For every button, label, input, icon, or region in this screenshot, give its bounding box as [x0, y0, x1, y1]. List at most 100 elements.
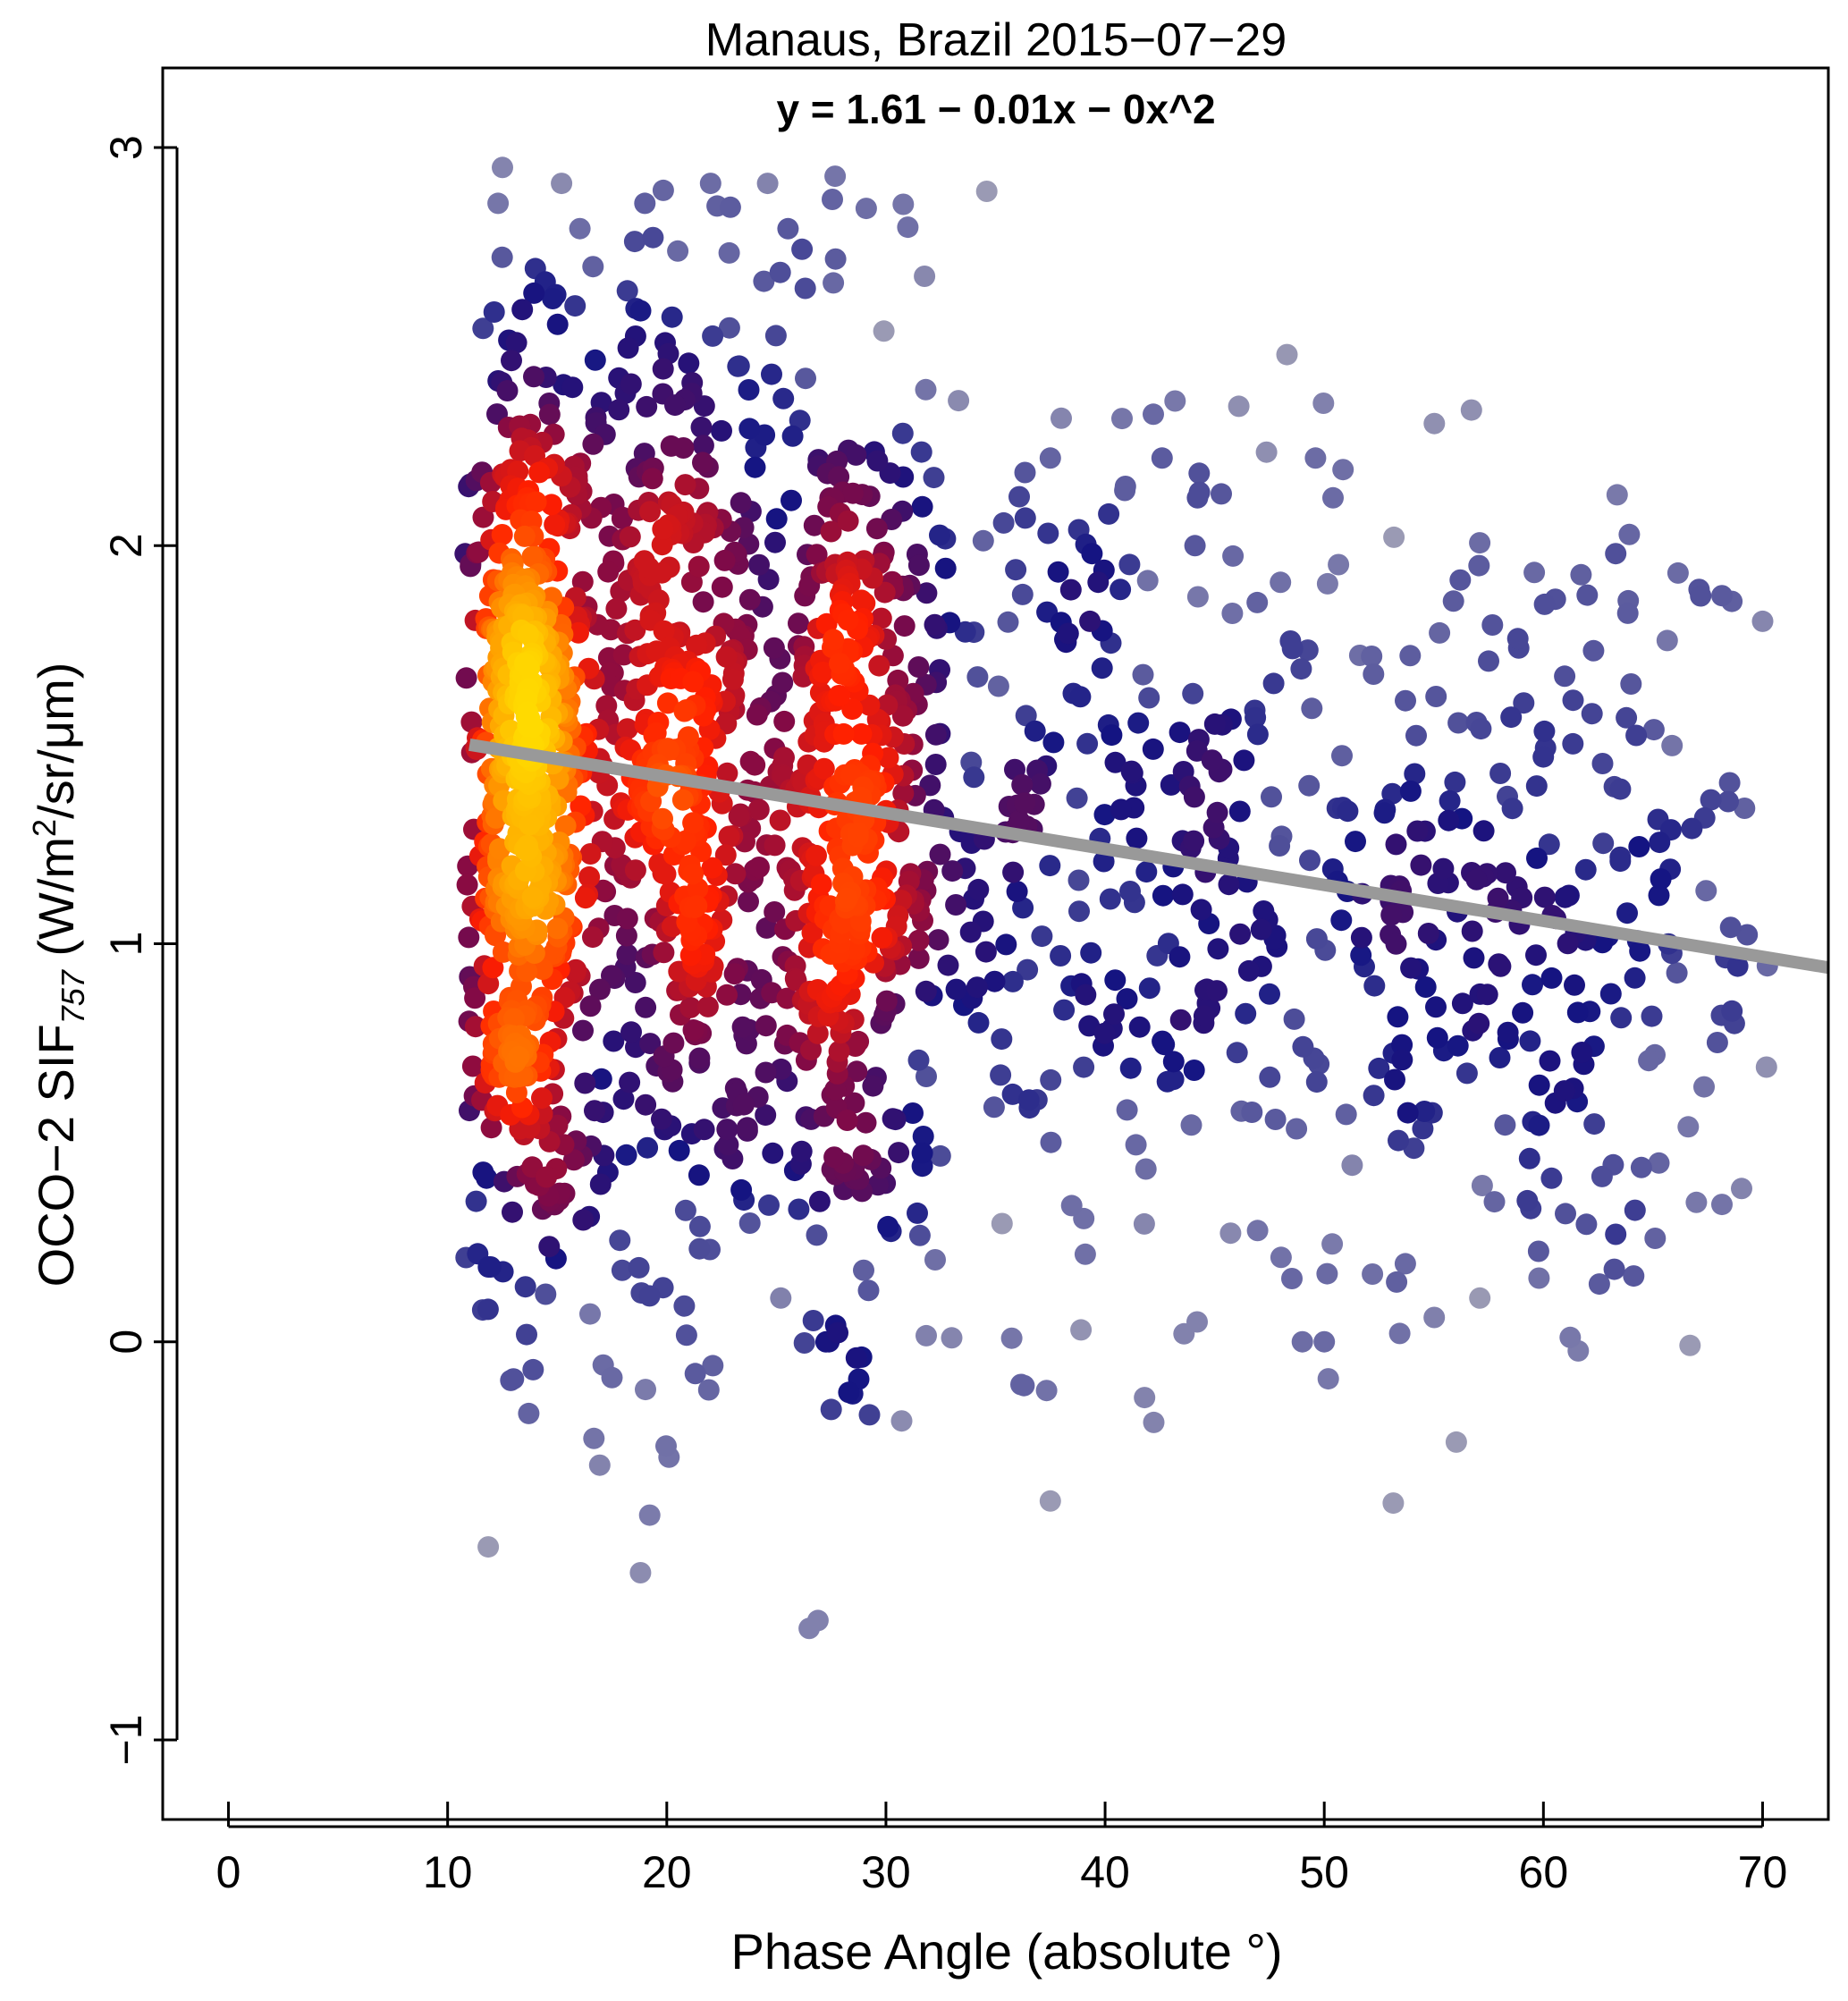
y-tick-label: 0	[101, 1330, 151, 1355]
data-point	[528, 461, 551, 484]
data-point	[619, 1071, 641, 1093]
data-point	[1605, 543, 1627, 565]
data-point	[582, 433, 604, 455]
data-point	[522, 1358, 544, 1380]
data-point	[1206, 801, 1228, 823]
data-point	[866, 450, 889, 472]
data-point	[1259, 983, 1280, 1005]
data-point	[1255, 441, 1278, 463]
data-point	[1581, 703, 1603, 725]
data-point	[1261, 786, 1282, 808]
data-point	[1755, 1056, 1777, 1078]
data-point	[803, 514, 825, 536]
data-point	[1362, 1263, 1384, 1285]
data-point	[858, 1404, 881, 1426]
data-point	[1211, 483, 1232, 505]
data-point	[891, 705, 914, 727]
data-point	[910, 441, 932, 463]
data-point	[762, 1142, 784, 1164]
data-point	[907, 1202, 928, 1224]
data-point	[1736, 924, 1759, 946]
data-point	[1591, 753, 1614, 774]
data-point	[682, 812, 705, 834]
data-point	[873, 320, 895, 342]
data-point	[491, 246, 513, 268]
data-point	[875, 990, 898, 1012]
data-point	[967, 1011, 990, 1034]
data-point	[1423, 412, 1446, 435]
data-point	[1070, 1319, 1093, 1341]
data-point	[823, 1146, 846, 1169]
data-point	[579, 995, 602, 1017]
data-point	[959, 921, 982, 943]
y-axis-label-subscript: 757	[55, 968, 91, 1024]
x-axis: 0 10 20 30 40 50 60 70	[216, 1802, 1787, 1897]
data-point	[635, 1379, 656, 1401]
data-point	[1469, 532, 1491, 554]
data-point	[1623, 1265, 1645, 1288]
data-point	[531, 1087, 553, 1110]
data-point	[1024, 720, 1046, 742]
data-point	[1363, 663, 1385, 685]
data-point	[755, 1015, 777, 1037]
data-point	[1693, 1076, 1715, 1098]
data-point	[1616, 902, 1638, 925]
y-tick-label: 2	[101, 533, 151, 558]
data-point	[1316, 572, 1338, 595]
data-point	[1388, 1129, 1409, 1152]
data-point	[997, 611, 1019, 633]
data-point	[696, 995, 719, 1017]
data-point	[472, 317, 494, 340]
data-point	[837, 609, 859, 631]
data-point	[514, 652, 536, 674]
data-point	[652, 179, 674, 201]
data-point	[907, 947, 930, 969]
data-point	[1456, 1062, 1478, 1085]
data-point	[915, 980, 937, 1002]
data-point	[1201, 749, 1223, 772]
data-point	[1281, 637, 1304, 660]
data-point	[1566, 1001, 1589, 1024]
data-point	[525, 491, 547, 513]
data-point	[1169, 1009, 1192, 1031]
data-point	[612, 644, 635, 666]
data-point	[897, 216, 919, 239]
data-point	[793, 1332, 815, 1354]
data-point	[1142, 738, 1164, 760]
data-point	[1006, 881, 1028, 903]
data-point	[1053, 999, 1076, 1021]
data-point	[461, 1055, 484, 1077]
data-point	[788, 1198, 810, 1220]
data-point	[850, 722, 873, 745]
data-point	[1656, 629, 1678, 652]
data-point	[1648, 884, 1670, 907]
data-point	[589, 1173, 612, 1195]
data-point	[1182, 682, 1204, 705]
data-point	[1624, 967, 1646, 989]
data-point	[1391, 1049, 1413, 1071]
data-point	[531, 958, 553, 981]
data-point	[1110, 798, 1132, 821]
data-point	[629, 1562, 652, 1583]
data-point	[1337, 800, 1359, 823]
data-point	[1706, 1032, 1728, 1053]
data-point	[1118, 553, 1141, 576]
data-point	[675, 1324, 697, 1347]
data-point	[551, 173, 573, 195]
data-point	[736, 1117, 758, 1139]
data-point	[1554, 665, 1576, 688]
data-point	[1576, 584, 1599, 606]
data-point	[1470, 718, 1492, 740]
data-point	[653, 620, 675, 642]
data-point	[941, 860, 964, 882]
data-point	[578, 865, 601, 888]
data-point	[1008, 810, 1030, 832]
data-point	[801, 922, 823, 944]
data-point	[1313, 1330, 1336, 1353]
data-point	[1002, 861, 1025, 883]
data-point	[829, 685, 851, 707]
data-point	[1183, 786, 1205, 808]
data-point	[1153, 1034, 1176, 1056]
data-point	[1059, 578, 1082, 601]
data-point	[892, 782, 915, 805]
